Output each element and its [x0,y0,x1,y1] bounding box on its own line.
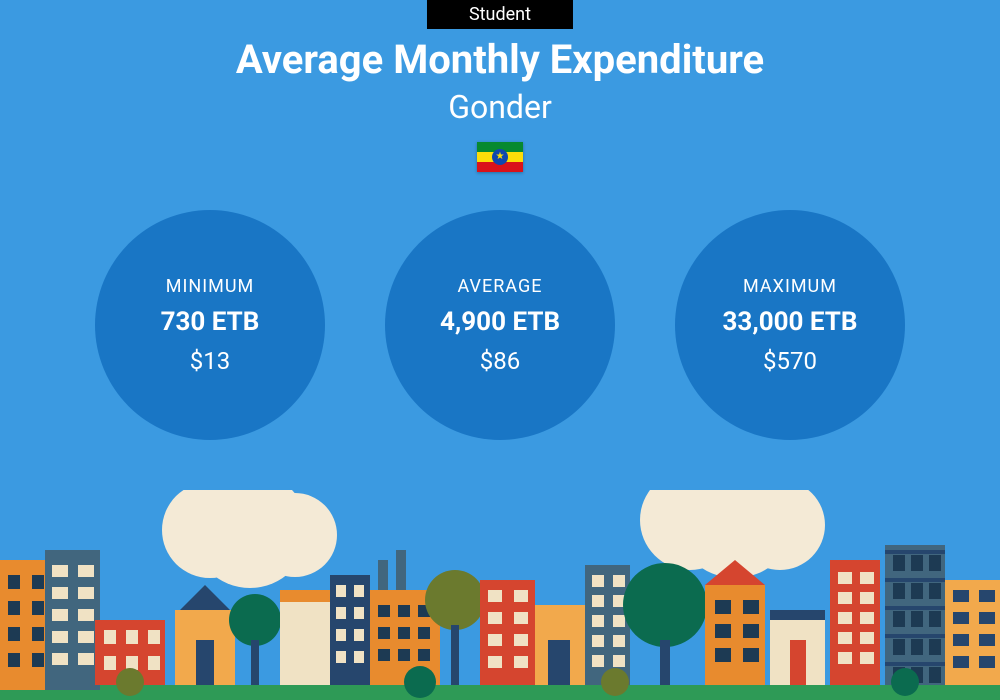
category-badge-text: Student [469,4,531,25]
stat-label: MINIMUM [166,276,254,297]
stat-label: AVERAGE [458,276,543,297]
stat-circle-average: AVERAGE 4,900 ETB $86 [385,210,615,440]
city-name: Gonder [0,88,1000,126]
stat-circle-minimum: MINIMUM 730 ETB $13 [95,210,325,440]
category-badge: Student [427,0,573,29]
stat-circle-maximum: MAXIMUM 33,000 ETB $570 [675,210,905,440]
page-title: Average Monthly Expenditure [0,36,1000,83]
stat-secondary: $570 [763,347,817,375]
stat-primary: 730 ETB [161,307,260,337]
stat-primary: 33,000 ETB [722,307,857,337]
flag-icon: ★ [477,142,523,172]
stat-secondary: $13 [190,347,230,375]
flag-emblem: ★ [492,149,508,165]
flag-star-icon: ★ [496,152,505,162]
city-illustration [0,490,1000,700]
stat-label: MAXIMUM [743,276,837,297]
stat-primary: 4,900 ETB [440,307,560,337]
stat-secondary: $86 [480,347,520,375]
stat-circles: MINIMUM 730 ETB $13 AVERAGE 4,900 ETB $8… [0,210,1000,440]
